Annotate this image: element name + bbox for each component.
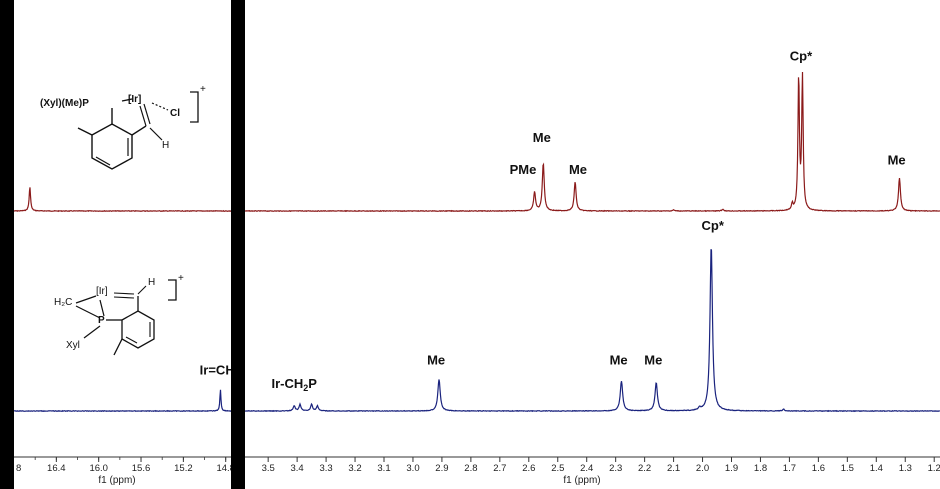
x-tick-label-right-5: 3.0	[406, 463, 419, 474]
x-tick-label-left-2: 15.6	[132, 463, 151, 474]
x-tick-label-right-18: 1.7	[783, 463, 796, 474]
peak-label-top-2: Me	[533, 130, 551, 145]
spectrum-trace-bottom-right	[244, 249, 940, 413]
structure-top-label-p: (Xyl)(Me)P	[40, 98, 89, 109]
x-tick-label-right-2: 3.3	[319, 463, 332, 474]
x-tick-label-right-10: 2.5	[551, 463, 564, 474]
peak-label-bottom-3: Me	[610, 353, 628, 368]
x-tick-label-right-0: 3.5	[262, 463, 275, 474]
x-tick-label-left-1: 16.0	[89, 463, 108, 474]
spectrum-trace-top-left	[13, 187, 232, 213]
x-tick-label-left-partial: 8	[16, 463, 21, 474]
structure-top-label-h: H	[162, 140, 169, 151]
structure-top-label-ir: [Ir]	[128, 94, 141, 105]
x-tick-label-left-0: 16.4	[47, 463, 66, 474]
peak-label-bottom-4: Me	[644, 353, 662, 368]
peak-label-top-4: Cp*	[790, 49, 813, 64]
methyl-bond-top	[77, 127, 93, 136]
x-tick-label-right-21: 1.4	[870, 463, 883, 474]
structure-bottom: H₂C [Ir] H P Xyl +	[54, 273, 184, 356]
x-tick-label-right-14: 2.1	[667, 463, 680, 474]
structure-bottom-label-charge: +	[178, 273, 184, 284]
x-tick-label-right-6: 2.9	[435, 463, 448, 474]
structure-bottom-label-xyl: Xyl	[66, 340, 80, 351]
x-tick-label-right-8: 2.7	[493, 463, 506, 474]
peak-label-bottom-1: Ir-CH2P	[271, 376, 317, 393]
x-axis-title-left: f1 (ppm)	[98, 475, 135, 486]
left-edge-bar	[0, 0, 14, 489]
peak-label-bottom-5: Cp*	[702, 218, 725, 233]
structure-top-label-cl: Cl	[170, 108, 180, 119]
spectrum-trace-bottom-left	[13, 389, 232, 413]
x-tick-label-right-12: 2.3	[609, 463, 622, 474]
structure-top-label-charge: +	[200, 84, 206, 95]
x-tick-label-right-9: 2.6	[522, 463, 535, 474]
x-tick-label-right-20: 1.5	[841, 463, 854, 474]
structure-bottom-label-ch2: H₂C	[54, 297, 72, 308]
x-tick-label-right-16: 1.9	[725, 463, 738, 474]
spectrum-trace-top-right	[244, 72, 940, 213]
peak-label-top-5: Me	[888, 152, 906, 167]
peak-label-bottom-2: Me	[427, 353, 445, 368]
peak-label-group: PMe Me Me Cp* Me Ir=CH Ir-CH2P Me Me Me Cp*	[200, 49, 906, 393]
structure-bottom-label-p: P	[98, 315, 105, 326]
x-tick-label-right-17: 1.8	[754, 463, 767, 474]
x-tick-label-left-3: 15.2	[174, 463, 193, 474]
x-tick-label-right-19: 1.6	[812, 463, 825, 474]
benzene-ring-bottom	[121, 310, 155, 349]
peak-label-bottom-0: Ir=CH	[200, 363, 235, 378]
peak-label-top-1: PMe	[510, 162, 537, 177]
x-tick-label-right-15: 2.0	[696, 463, 709, 474]
x-tick-label-right-22: 1.3	[899, 463, 912, 474]
spectra-group	[13, 72, 940, 413]
structure-bottom-label-h: H	[148, 277, 155, 288]
x-axis-title-right: f1 (ppm)	[563, 475, 600, 486]
axis-break-bar	[231, 0, 245, 489]
x-tick-label-right-4: 3.1	[377, 463, 390, 474]
x-tick-label-right-1: 3.4	[290, 463, 303, 474]
peak-label-top-3: Me	[569, 162, 587, 177]
benzene-ring-top	[91, 123, 133, 170]
x-tick-label-right-23: 1.2	[928, 463, 940, 474]
structure-bottom-label-ir: [Ir]	[96, 286, 108, 297]
x-tick-label-right-3: 3.2	[348, 463, 361, 474]
structure-top: (Xyl)(Me)P [Ir] Cl H +	[40, 84, 206, 170]
x-tick-label-right-7: 2.8	[464, 463, 477, 474]
x-tick-label-right-11: 2.4	[580, 463, 593, 474]
methyl-bond-bottom	[113, 338, 123, 356]
x-tick-label-left-4: 14.8	[216, 463, 235, 474]
axis-group: 16.4 16.0 15.6 15.2 14.8 8 f1 (ppm) 3.5 3.4 3.3 3.…	[14, 456, 940, 486]
x-tick-label-right-13: 2.2	[638, 463, 651, 474]
